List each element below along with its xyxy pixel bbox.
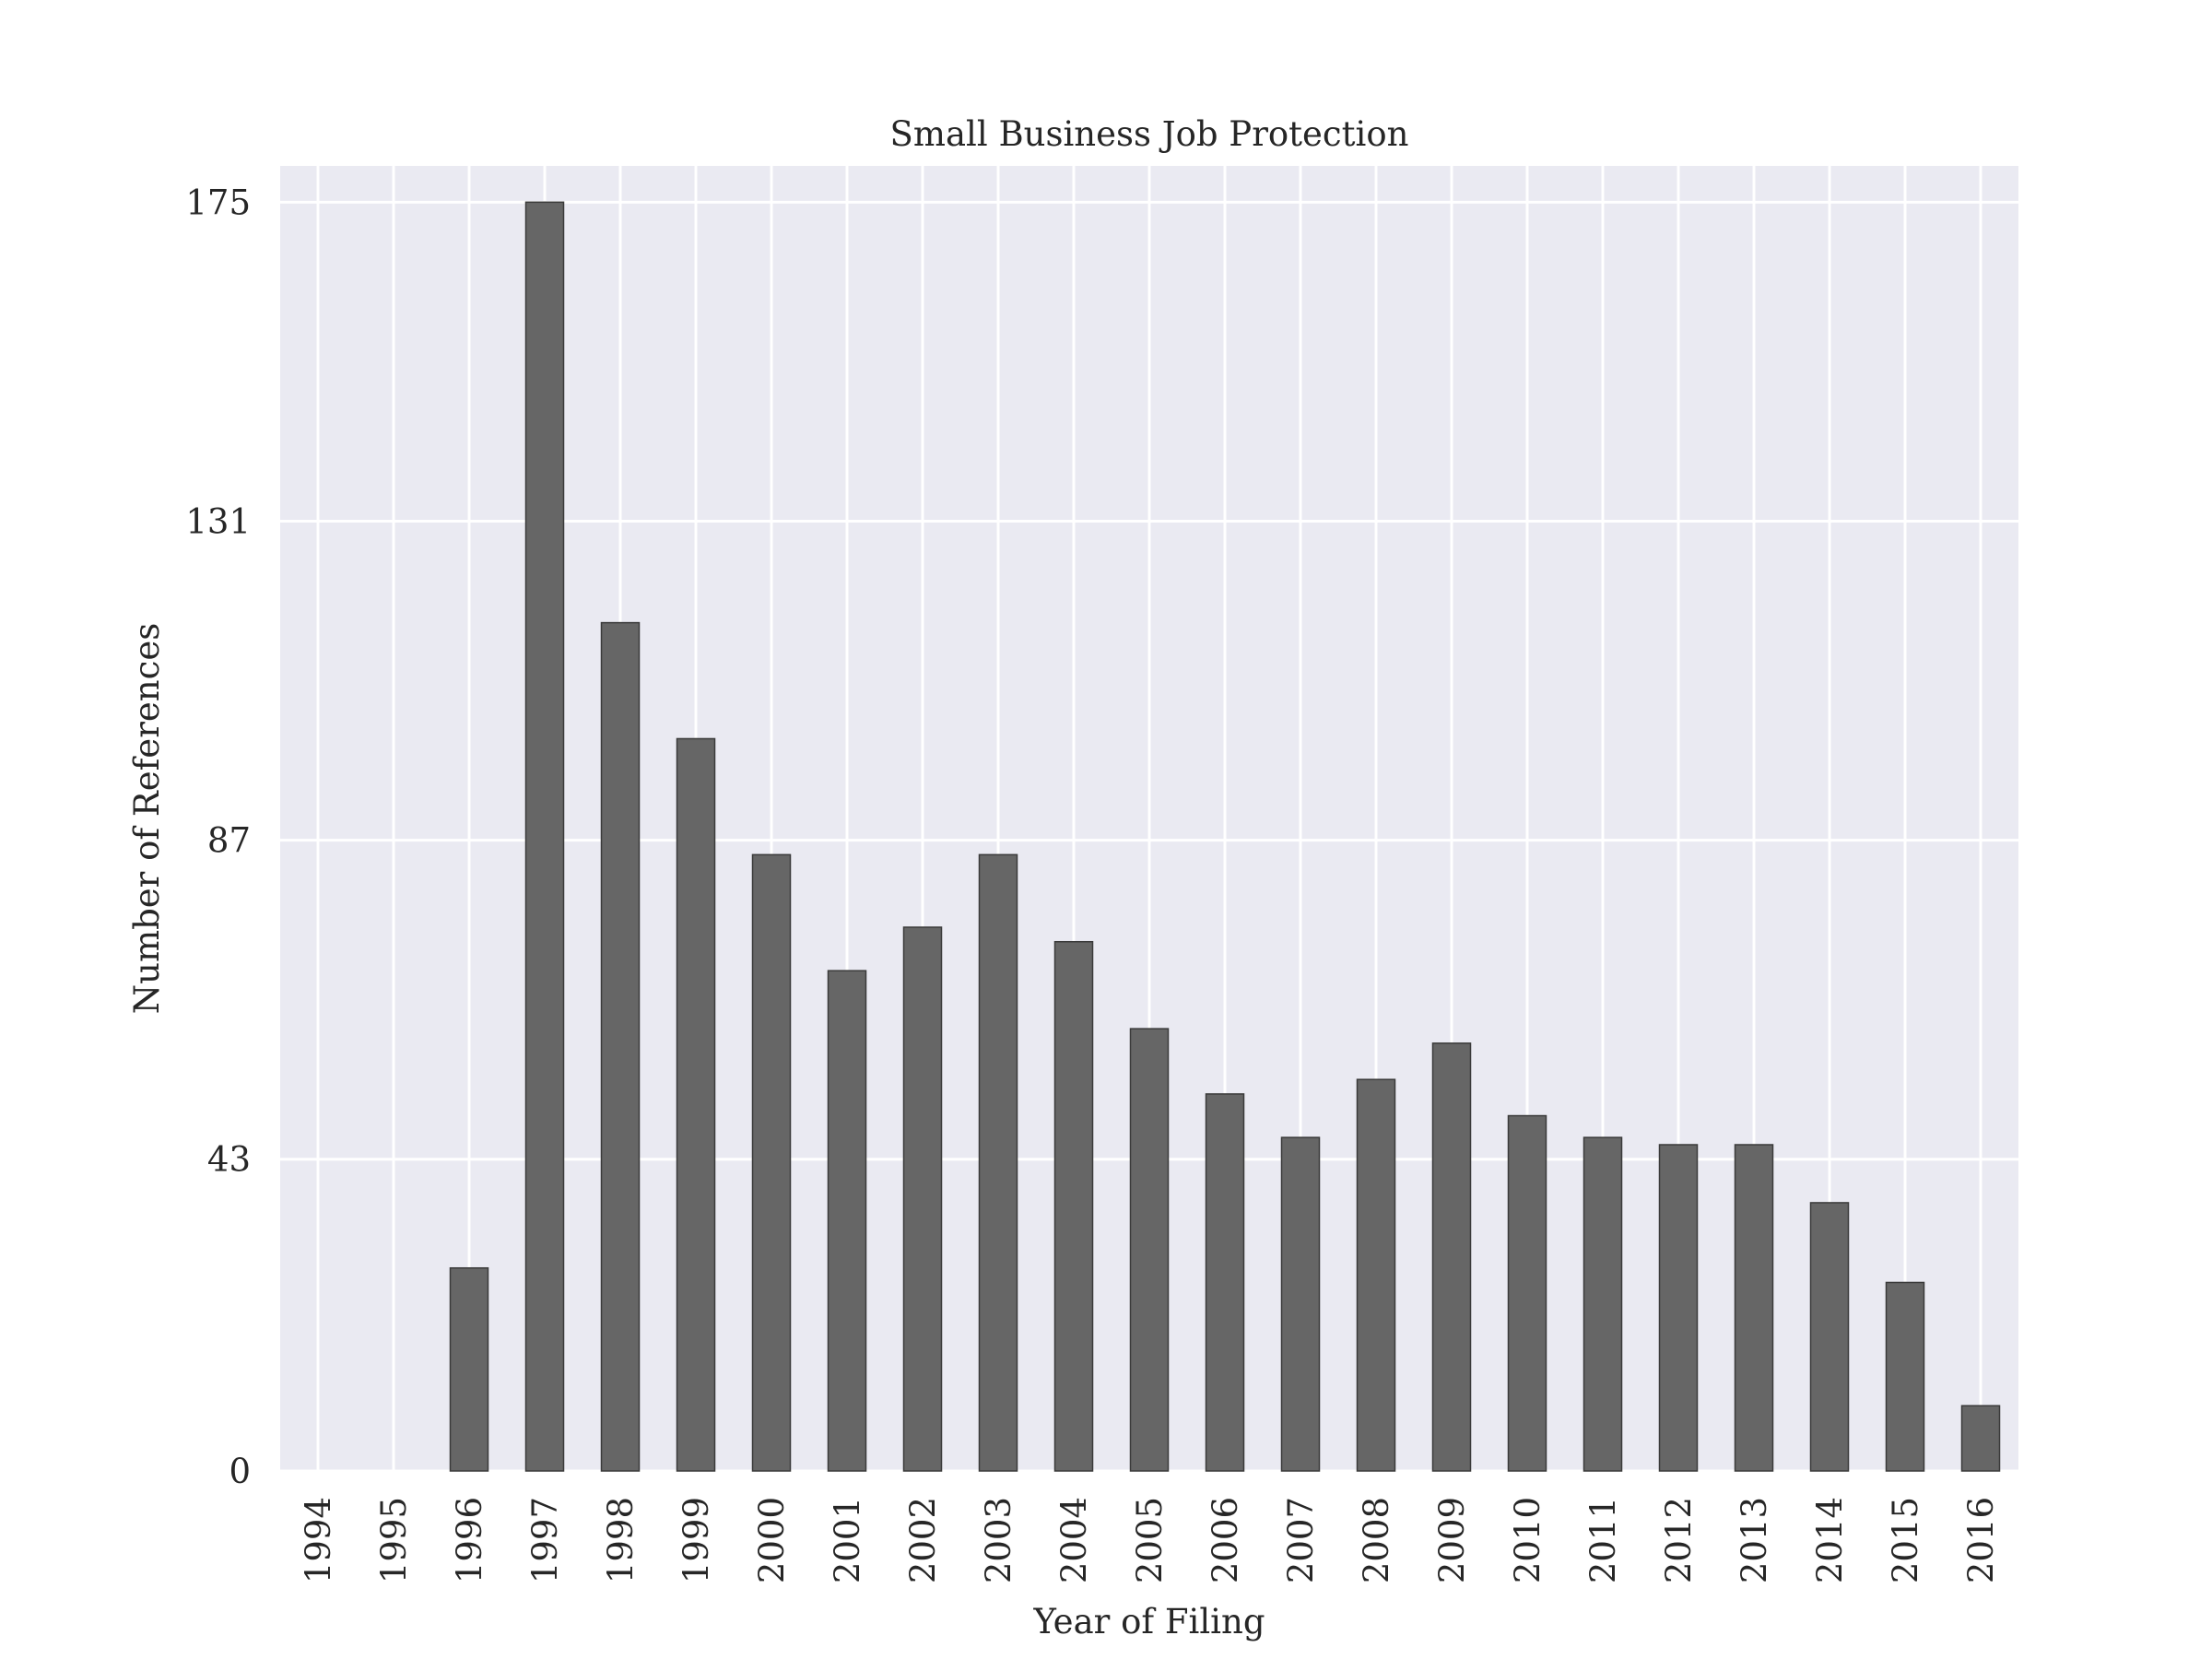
y-tick-label: 131 (185, 501, 251, 541)
x-tick-label: 2016 (1961, 1497, 2001, 1583)
x-tick-label: 1996 (450, 1497, 489, 1583)
bar-2008 (1356, 1078, 1396, 1472)
bar-2000 (751, 853, 792, 1472)
bar-2015 (1885, 1281, 1925, 1472)
x-tick-label: 2010 (1508, 1497, 1547, 1583)
x-tick-label: 2012 (1659, 1497, 1699, 1583)
bar-2002 (902, 926, 943, 1472)
bar-1999 (676, 737, 716, 1472)
x-tick-label: 1995 (374, 1497, 414, 1583)
bar-2005 (1129, 1028, 1170, 1472)
bar-2014 (1809, 1202, 1850, 1472)
x-tick-label: 1999 (677, 1497, 716, 1583)
bar-2006 (1205, 1093, 1245, 1472)
bar-1998 (600, 621, 641, 1472)
x-tick-label: 2009 (1432, 1497, 1472, 1583)
x-tick-label: 2002 (903, 1497, 943, 1583)
y-axis-label: Number of References (127, 623, 167, 1014)
bars (449, 201, 2001, 1472)
y-tick-labels: 0 43 87 131 175 (185, 182, 251, 1491)
bar-1996 (449, 1266, 489, 1472)
bar-2004 (1053, 940, 1094, 1472)
x-tick-label: 2007 (1281, 1497, 1321, 1583)
x-tick-label: 2015 (1886, 1497, 1925, 1583)
x-tick-label: 1997 (525, 1497, 565, 1583)
bar-2003 (978, 853, 1018, 1472)
x-tick-label: 2000 (752, 1497, 792, 1583)
bar-2011 (1583, 1136, 1623, 1472)
bar-1997 (524, 201, 565, 1472)
x-tick-label: 2006 (1206, 1497, 1245, 1583)
bar-2012 (1658, 1144, 1699, 1472)
bar-2013 (1734, 1144, 1774, 1472)
y-tick-label: 175 (185, 182, 251, 222)
x-tick-label: 2004 (1054, 1497, 1094, 1583)
x-tick-label: 2001 (828, 1497, 867, 1583)
x-tick-label: 2005 (1130, 1497, 1170, 1583)
x-tick-label: 2013 (1735, 1497, 1774, 1583)
y-tick-label: 43 (207, 1140, 251, 1180)
x-tick-label: 1994 (299, 1497, 338, 1583)
x-tick-label: 2008 (1357, 1497, 1396, 1583)
bar-2007 (1280, 1136, 1321, 1472)
y-tick-label: 87 (207, 821, 251, 861)
bar-2016 (1960, 1405, 2001, 1472)
chart-title: Small Business Job Protection (890, 114, 1409, 154)
x-axis-label: Year of Filing (1032, 1602, 1265, 1641)
y-tick-label: 0 (229, 1452, 251, 1491)
x-tick-label: 2014 (1810, 1497, 1850, 1583)
x-tick-labels: 1994 1995 1996 1997 1998 1999 2000 2001 2002 2003… (299, 1497, 2001, 1583)
bar-2010 (1507, 1114, 1547, 1472)
bar-2001 (827, 970, 867, 1472)
x-tick-label: 2011 (1583, 1497, 1623, 1583)
x-tick-label: 1998 (601, 1497, 641, 1583)
bar-2009 (1431, 1042, 1472, 1472)
x-tick-label: 2003 (979, 1497, 1018, 1583)
